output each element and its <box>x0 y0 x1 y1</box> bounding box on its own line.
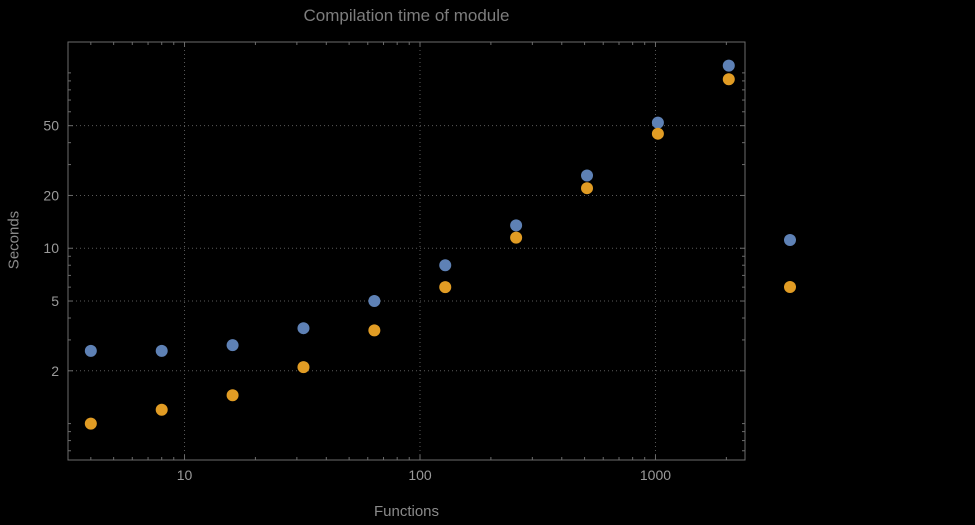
data-point <box>439 259 452 272</box>
tick-label: 5 <box>51 293 59 309</box>
data-point <box>226 339 239 352</box>
data-point <box>155 403 168 416</box>
tick-label: 50 <box>43 118 59 134</box>
tick-label: 20 <box>43 187 59 203</box>
data-point <box>368 295 381 308</box>
x-axis-label: Functions <box>373 503 440 520</box>
tick-label: 100 <box>408 467 432 483</box>
data-point <box>297 361 310 374</box>
data-point <box>651 127 664 140</box>
data-point <box>439 281 452 294</box>
data-point <box>297 322 310 335</box>
legend-marker <box>784 234 796 246</box>
data-point <box>581 182 594 195</box>
data-point <box>368 324 381 337</box>
tick-label: 10 <box>177 467 193 483</box>
data-point <box>84 417 97 430</box>
legend-marker <box>784 281 796 293</box>
data-point <box>510 219 523 232</box>
data-point <box>722 59 735 72</box>
data-point <box>155 344 168 357</box>
plot-frame <box>67 41 746 461</box>
chart-title: Compilation time of module <box>303 6 510 25</box>
data-point <box>722 73 735 86</box>
tick-label: 1000 <box>640 467 671 483</box>
data-point <box>226 389 239 402</box>
tick-label: 10 <box>43 240 59 256</box>
data-point <box>581 169 594 182</box>
data-point <box>84 344 97 357</box>
data-point <box>651 116 664 129</box>
data-point <box>510 231 523 244</box>
tick-label: 2 <box>51 363 59 379</box>
